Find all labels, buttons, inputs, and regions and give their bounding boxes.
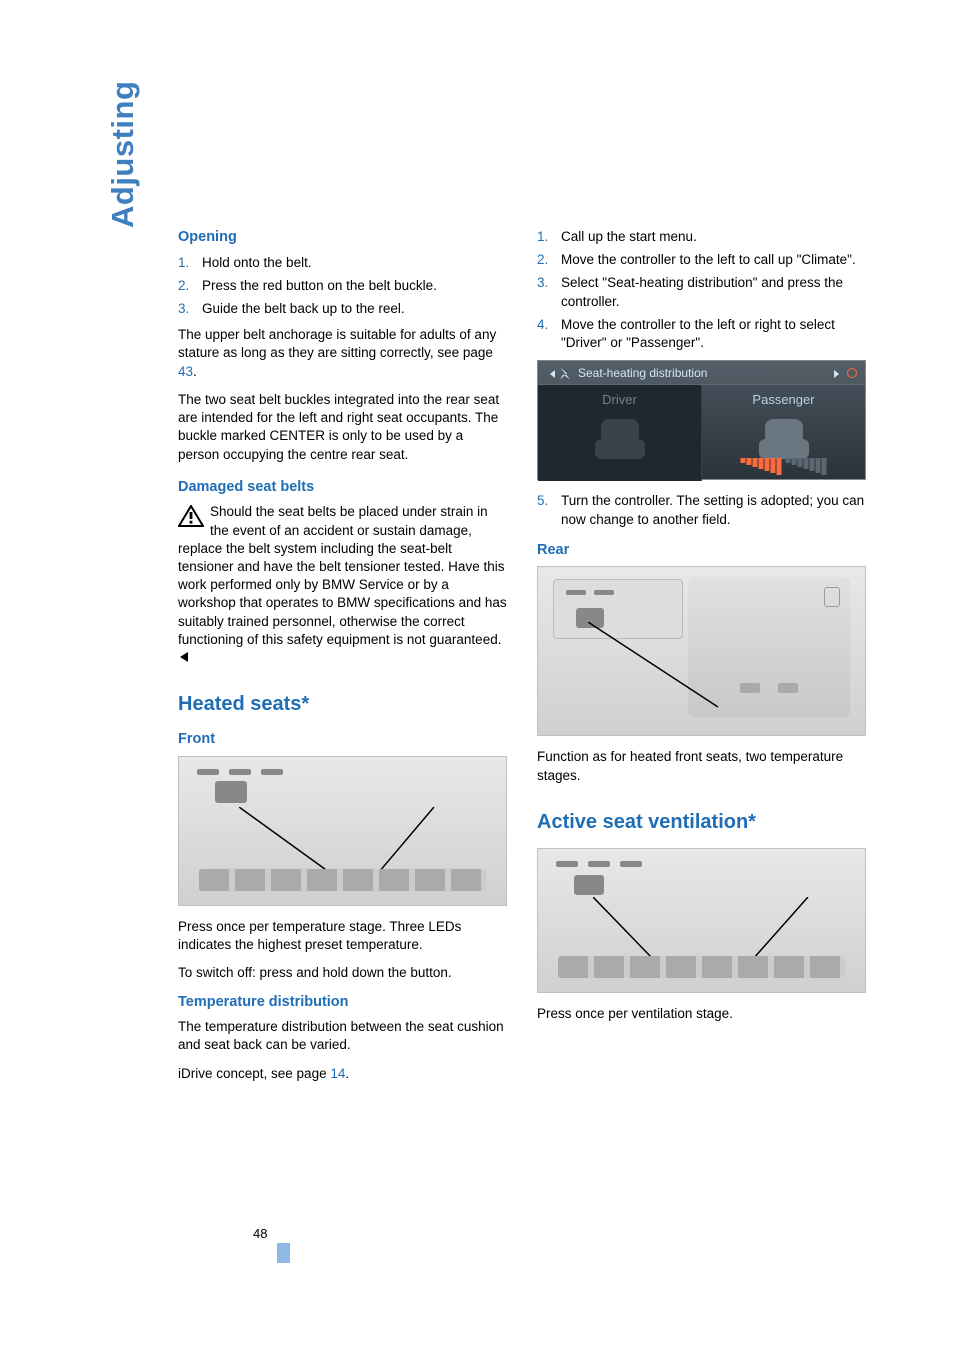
list-item: Turn the controller. The setting is adop… — [537, 492, 866, 528]
body-text: The two seat belt buckles integrated int… — [178, 391, 507, 464]
screen-title: Seat-heating distribution — [578, 366, 707, 380]
pointer-line-icon — [593, 897, 813, 965]
list-item: Move the controller to the left or right… — [537, 316, 866, 352]
list-item: Select "Seat-heating distribution" and p… — [537, 274, 866, 310]
right-column: Call up the start menu. Move the control… — [537, 228, 866, 1093]
distribution-bars-icon — [740, 458, 781, 475]
body-text: Function as for heated front seats, two … — [537, 748, 866, 784]
list-item: Press the red button on the belt buckle. — [178, 277, 507, 295]
seat-vent-button-icon — [574, 875, 604, 895]
damaged-belts-heading: Damaged seat belts — [178, 478, 507, 498]
section-title-vertical: Adjusting — [105, 81, 141, 228]
idrive-steps-cont: Turn the controller. The setting is adop… — [537, 492, 866, 528]
body-text: iDrive concept, see page 14. — [178, 1065, 507, 1083]
list-item: Hold onto the belt. — [178, 254, 507, 272]
distribution-bars-dim-icon — [786, 458, 827, 475]
front-subheading: Front — [178, 730, 507, 750]
opening-steps: Hold onto the belt. Press the red button… — [178, 254, 507, 319]
figure-detail — [197, 769, 283, 775]
indicator-dot-icon — [847, 368, 857, 378]
driver-panel: Driver — [538, 385, 702, 481]
heated-seats-heading: Heated seats* — [178, 691, 507, 718]
text-fragment: iDrive concept, see page — [178, 1066, 330, 1081]
arrow-right-icon — [834, 370, 839, 378]
text-fragment: The upper belt anchorage is suitable for… — [178, 327, 496, 360]
rear-subheading: Rear — [537, 541, 866, 561]
page-link[interactable]: 43 — [178, 364, 193, 379]
cursor-icon — [560, 367, 570, 379]
warning-triangle-icon — [178, 505, 204, 527]
passenger-panel: Passenger — [702, 385, 865, 481]
pointer-line-icon — [239, 807, 439, 877]
pointer-line-icon — [588, 622, 738, 712]
figure-detail — [199, 869, 486, 891]
figure-detail — [558, 956, 845, 978]
body-text: Press once per ventilation stage. — [537, 1005, 866, 1023]
left-column: Opening Hold onto the belt. Press the re… — [178, 228, 507, 1093]
idrive-steps: Call up the start menu. Move the control… — [537, 228, 866, 352]
content-columns: Opening Hold onto the belt. Press the re… — [178, 228, 866, 1093]
text-fragment: . — [345, 1066, 349, 1081]
figure-detail — [556, 861, 642, 867]
end-marker-icon — [180, 652, 188, 662]
seat-heat-button-icon — [215, 781, 247, 803]
screen-header: Seat-heating distribution — [538, 361, 865, 385]
list-item: Call up the start menu. — [537, 228, 866, 246]
front-seat-heating-figure — [178, 756, 507, 906]
warning-text: Should the seat belts be placed under st… — [178, 504, 507, 647]
page: Adjusting Opening Hold onto the belt. Pr… — [0, 0, 954, 1351]
page-tab-marker — [277, 1243, 290, 1263]
active-seat-ventilation-heading: Active seat ventilation* — [537, 809, 866, 836]
list-item: Guide the belt back up to the reel. — [178, 300, 507, 318]
warning-block: Should the seat belts be placed under st… — [178, 503, 507, 667]
body-text: The upper belt anchorage is suitable for… — [178, 326, 507, 381]
body-text: Press once per temperature stage. Three … — [178, 918, 507, 954]
seat-ventilation-figure — [537, 848, 866, 993]
body-text: The temperature distribution between the… — [178, 1018, 507, 1054]
text-fragment: . — [193, 364, 197, 379]
page-link[interactable]: 14 — [330, 1066, 345, 1081]
rear-seat-heating-figure — [537, 566, 866, 736]
passenger-label: Passenger — [702, 391, 865, 409]
page-number: 48 — [253, 1226, 267, 1241]
arrow-left-icon — [550, 370, 555, 378]
temp-distribution-heading: Temperature distribution — [178, 993, 507, 1013]
driver-label: Driver — [538, 391, 701, 409]
screen-body: Driver Passenger — [538, 385, 865, 481]
list-item: Move the controller to the left to call … — [537, 251, 866, 269]
body-text: To switch off: press and hold down the b… — [178, 964, 507, 982]
seat-icon — [595, 419, 645, 465]
idrive-screen-figure: Seat-heating distribution Driver Passeng… — [537, 360, 866, 480]
opening-heading: Opening — [178, 228, 507, 248]
